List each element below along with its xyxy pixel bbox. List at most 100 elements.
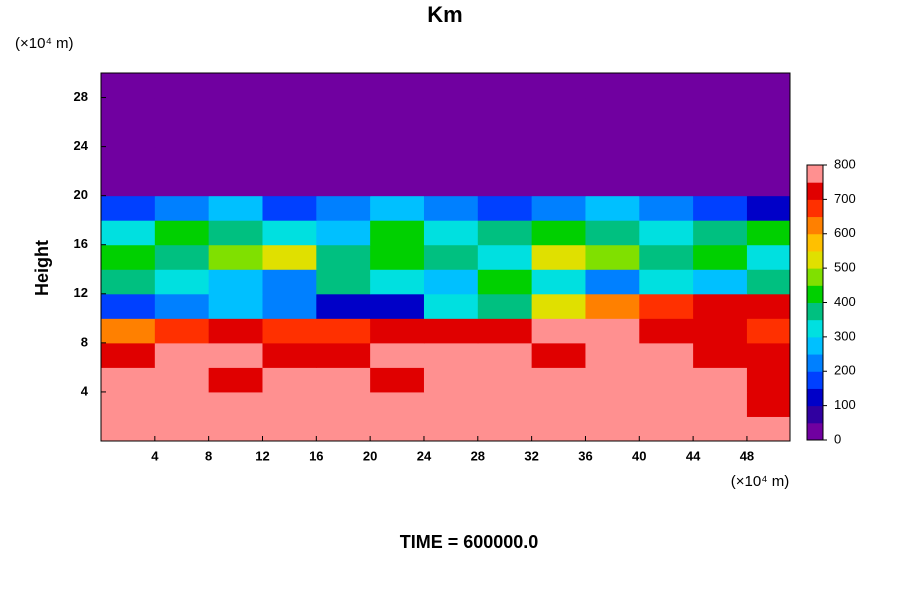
colorbar-swatch xyxy=(807,182,823,200)
chart-title: Km xyxy=(427,2,462,27)
cell xyxy=(477,97,533,123)
x-tick-label: 4 xyxy=(151,448,159,463)
cell xyxy=(531,171,586,197)
cell xyxy=(477,391,533,417)
cell xyxy=(746,367,791,393)
x-tick-label: 44 xyxy=(686,448,701,463)
cell xyxy=(693,244,748,270)
cell xyxy=(693,146,748,172)
cell xyxy=(370,416,425,442)
cell xyxy=(208,391,263,417)
cell xyxy=(101,318,156,344)
cell xyxy=(746,146,791,172)
colorbar-tick-label: 100 xyxy=(834,397,856,412)
y-tick-label: 20 xyxy=(74,187,88,202)
cell xyxy=(370,342,425,368)
cell xyxy=(585,73,640,99)
cell xyxy=(208,293,263,319)
x-tick-label: 40 xyxy=(632,448,646,463)
cell xyxy=(477,220,533,246)
cell xyxy=(423,220,479,246)
x-tick-label: 8 xyxy=(205,448,212,463)
cell xyxy=(370,97,425,123)
cell xyxy=(639,122,694,148)
colorbar-swatch xyxy=(807,371,823,389)
x-tick-label: 24 xyxy=(417,448,432,463)
cell xyxy=(585,146,640,172)
cell xyxy=(423,342,479,368)
colorbar-swatch xyxy=(807,405,823,424)
colorbar-swatch xyxy=(807,165,823,183)
cell xyxy=(531,318,586,344)
cell xyxy=(101,293,156,319)
cell xyxy=(585,269,640,295)
cell xyxy=(370,195,425,221)
cell xyxy=(208,195,263,221)
cell xyxy=(101,195,156,221)
cell xyxy=(693,318,748,344)
colorbar-swatch xyxy=(807,354,823,372)
cell xyxy=(370,171,425,197)
cell xyxy=(639,342,694,368)
colorbar-swatch xyxy=(807,388,823,407)
cell xyxy=(154,220,210,246)
colorbar-swatch xyxy=(807,319,823,338)
colorbar-swatch xyxy=(807,216,823,235)
cell xyxy=(531,122,586,148)
cell xyxy=(101,269,156,295)
cell xyxy=(316,244,371,270)
cell xyxy=(585,342,640,368)
cell xyxy=(585,97,640,123)
cell xyxy=(585,416,640,442)
cell xyxy=(316,220,371,246)
y-tick-label: 12 xyxy=(74,285,88,300)
cell xyxy=(585,367,640,393)
cell xyxy=(639,293,694,319)
cell xyxy=(316,97,371,123)
cell xyxy=(154,342,210,368)
cell xyxy=(316,367,371,393)
cell xyxy=(477,367,533,393)
cell xyxy=(262,146,317,172)
cell xyxy=(639,367,694,393)
x-tick-label: 32 xyxy=(524,448,538,463)
cell xyxy=(423,391,479,417)
cell xyxy=(101,367,156,393)
cell xyxy=(154,269,210,295)
cell xyxy=(423,146,479,172)
cell xyxy=(585,220,640,246)
cell xyxy=(370,220,425,246)
cell xyxy=(316,122,371,148)
cell xyxy=(746,244,791,270)
colorbar-tick-label: 0 xyxy=(834,431,841,446)
cell xyxy=(208,367,263,393)
cell xyxy=(208,73,263,99)
cell xyxy=(639,97,694,123)
cell xyxy=(746,171,791,197)
x-unit: (×10⁴ m) xyxy=(731,473,790,490)
colorbar-swatch xyxy=(807,268,823,286)
cell xyxy=(423,73,479,99)
cell xyxy=(531,146,586,172)
cell xyxy=(208,342,263,368)
cell xyxy=(477,293,533,319)
cell xyxy=(693,195,748,221)
cell xyxy=(101,73,156,99)
cell xyxy=(208,171,263,197)
cell xyxy=(370,269,425,295)
cell xyxy=(262,195,317,221)
cell xyxy=(423,269,479,295)
cell xyxy=(639,171,694,197)
cell xyxy=(101,146,156,172)
cell xyxy=(531,220,586,246)
x-tick-label: 28 xyxy=(471,448,485,463)
cell xyxy=(746,342,791,368)
cell xyxy=(531,342,586,368)
cell xyxy=(262,220,317,246)
cell xyxy=(370,122,425,148)
cell xyxy=(639,269,694,295)
cell xyxy=(154,97,210,123)
cell xyxy=(531,73,586,99)
y-tick-label: 24 xyxy=(74,138,89,153)
